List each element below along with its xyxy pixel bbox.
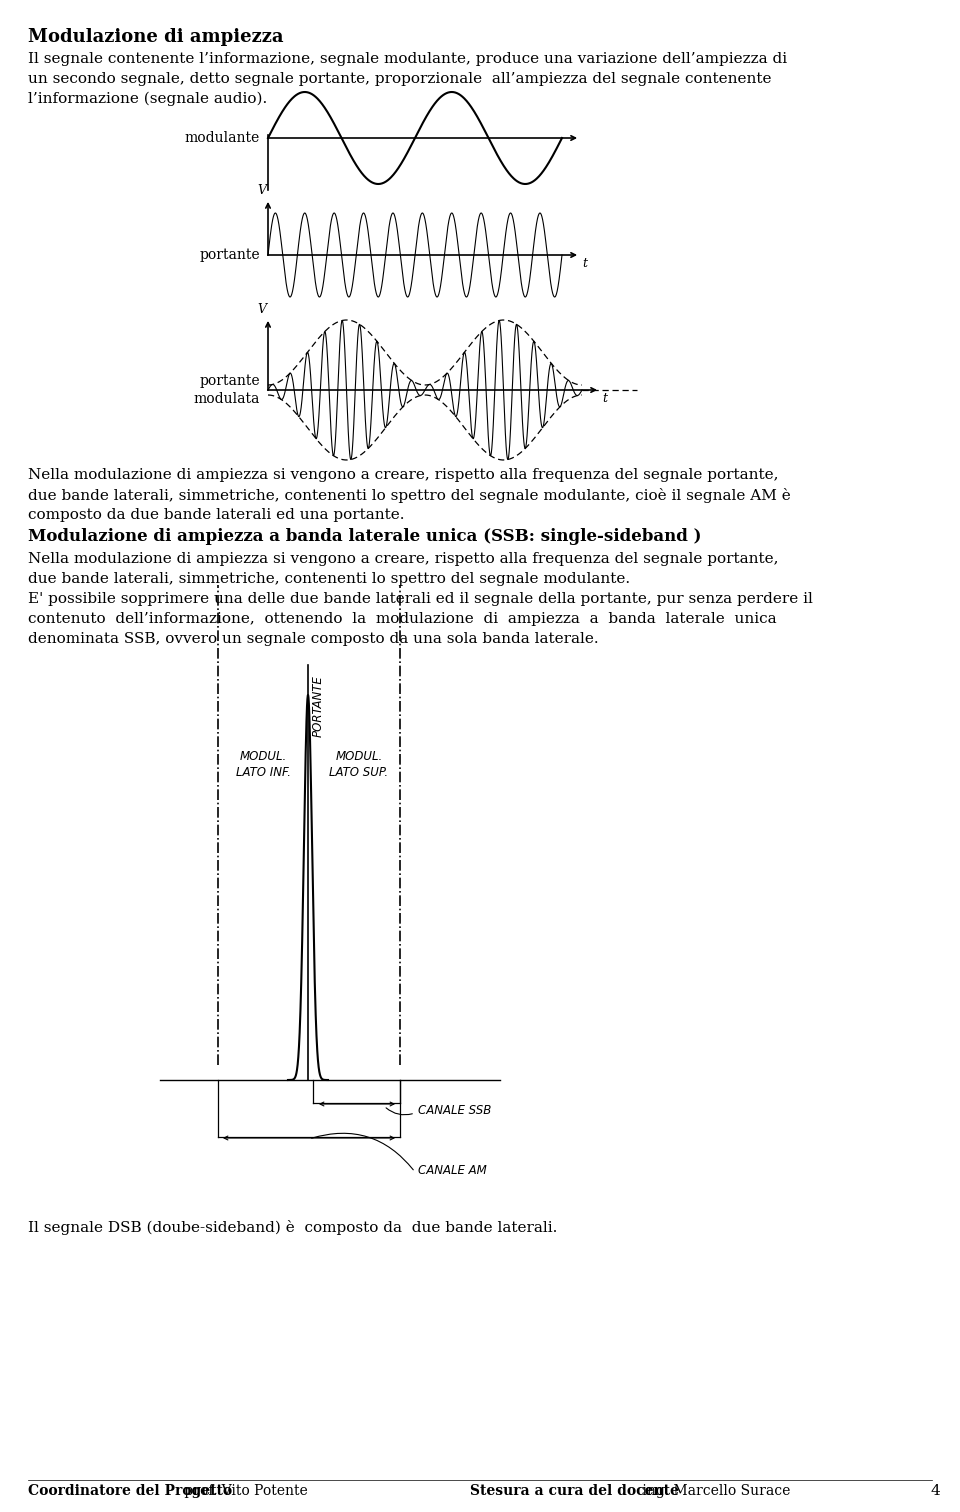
- Text: Modulazione di ampiezza a banda laterale unica (SSB: single-sideband ): Modulazione di ampiezza a banda laterale…: [28, 528, 702, 544]
- Text: due bande laterali, simmetriche, contenenti lo spettro del segnale modulante, ci: due bande laterali, simmetriche, contene…: [28, 488, 791, 503]
- Text: denominata SSB, ovvero un segnale composto da una sola banda laterale.: denominata SSB, ovvero un segnale compos…: [28, 632, 599, 646]
- Text: MODUL.
LATO INF.: MODUL. LATO INF.: [235, 750, 291, 779]
- Text: CANALE SSB: CANALE SSB: [418, 1104, 492, 1117]
- Text: t: t: [582, 257, 587, 271]
- Text: Nella modulazione di ampiezza si vengono a creare, rispetto alla frequenza del s: Nella modulazione di ampiezza si vengono…: [28, 469, 779, 482]
- Text: portante: portante: [200, 373, 260, 389]
- Text: portante: portante: [200, 248, 260, 262]
- Text: MODUL.
LATO SUP.: MODUL. LATO SUP.: [329, 750, 389, 779]
- Text: contenuto  dell’informazione,  ottenendo  la  modulazione  di  ampiezza  a  band: contenuto dell’informazione, ottenendo l…: [28, 612, 777, 626]
- Text: Il segnale DSB (doube-sideband) è  composto da  due bande laterali.: Il segnale DSB (doube-sideband) è compos…: [28, 1220, 558, 1235]
- Text: PORTANTE: PORTANTE: [312, 674, 325, 736]
- Text: Il segnale contenente l’informazione, segnale modulante, produce una variazione : Il segnale contenente l’informazione, se…: [28, 51, 787, 67]
- Text: modulata: modulata: [194, 392, 260, 407]
- Text: 4: 4: [930, 1483, 940, 1498]
- Text: V: V: [257, 302, 266, 316]
- Text: Coordinatore del Progetto: Coordinatore del Progetto: [28, 1483, 232, 1498]
- Text: Nella modulazione di ampiezza si vengono a creare, rispetto alla frequenza del s: Nella modulazione di ampiezza si vengono…: [28, 552, 779, 565]
- Text: V: V: [257, 184, 266, 197]
- Text: un secondo segnale, detto segnale portante, proporzionale  all’ampiezza del segn: un secondo segnale, detto segnale portan…: [28, 73, 772, 86]
- Text: ing. Marcello Surace: ing. Marcello Surace: [638, 1483, 790, 1498]
- Text: modulante: modulante: [184, 132, 260, 145]
- Text: CANALE AM: CANALE AM: [418, 1164, 487, 1176]
- Text: due bande laterali, simmetriche, contenenti lo spettro del segnale modulante.: due bande laterali, simmetriche, contene…: [28, 572, 630, 587]
- Text: Modulazione di ampiezza: Modulazione di ampiezza: [28, 29, 283, 45]
- Text: l’informazione (segnale audio).: l’informazione (segnale audio).: [28, 92, 267, 106]
- Text: prof. Vito Potente: prof. Vito Potente: [180, 1483, 308, 1498]
- Text: E' possibile sopprimere una delle due bande laterali ed il segnale della portant: E' possibile sopprimere una delle due ba…: [28, 593, 813, 606]
- Text: composto da due bande laterali ed una portante.: composto da due bande laterali ed una po…: [28, 508, 404, 522]
- Text: Stesura a cura del docente: Stesura a cura del docente: [470, 1483, 679, 1498]
- Text: t: t: [602, 392, 607, 405]
